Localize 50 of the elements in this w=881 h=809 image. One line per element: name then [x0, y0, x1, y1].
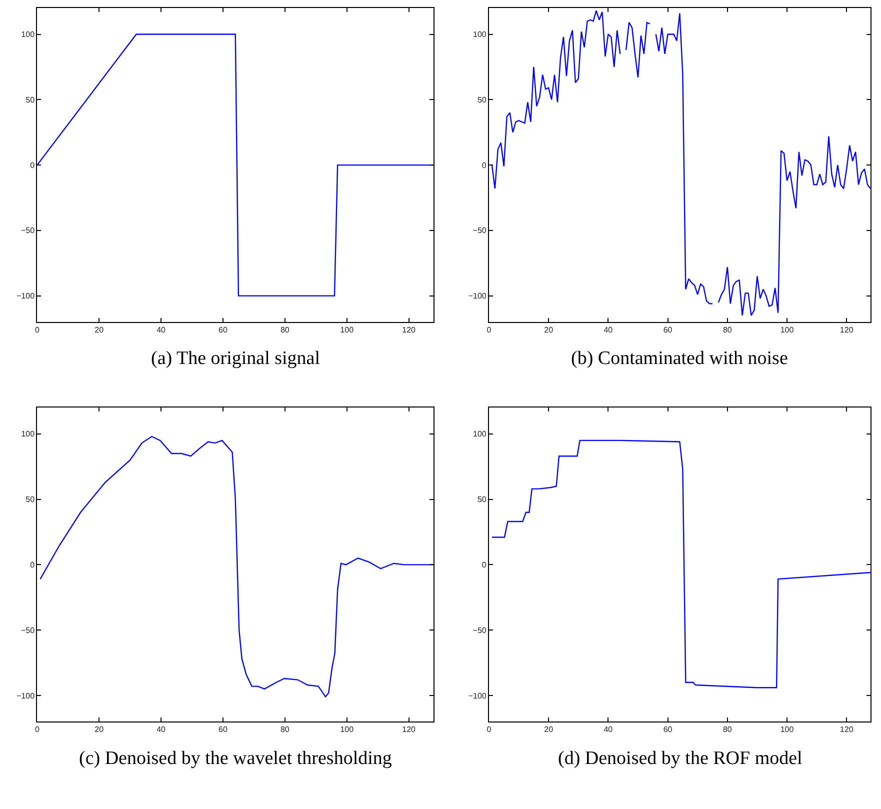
text: (d) Denoised by the ROF model: [558, 748, 802, 769]
x-tick-label: 120: [402, 326, 416, 335]
y-tick-label: −50: [472, 226, 487, 236]
y-tick-label: −50: [20, 626, 36, 635]
x-tick-label: 40: [604, 326, 614, 335]
y-tick-label: 0: [482, 560, 487, 570]
x-tick-label: 20: [544, 725, 554, 734]
y-tick-label: −50: [472, 626, 487, 635]
y-tick-label: 100: [473, 30, 487, 40]
line-series: [40, 436, 434, 698]
x-tick-label: 100: [340, 326, 354, 335]
y-tick-label: −50: [20, 226, 36, 236]
x-tick-label: 120: [840, 326, 854, 335]
x-tick-label: 100: [780, 725, 794, 734]
x-tick-label: 20: [94, 725, 104, 734]
y-tick-label: 100: [21, 430, 36, 439]
x-tick-label: 80: [280, 725, 290, 734]
x-tick-label: 60: [218, 326, 228, 335]
x-tick-label: 120: [402, 725, 416, 734]
text: (a) The original signal: [151, 348, 320, 369]
y-tick-label: 50: [477, 95, 487, 104]
y-tick-label: 100: [473, 430, 487, 439]
y-tick-label: −100: [16, 292, 36, 301]
x-tick-label: 40: [156, 326, 166, 335]
x-tick-label: 20: [544, 326, 554, 335]
y-tick-label: 0: [30, 560, 36, 570]
x-tick-label: 120: [840, 725, 854, 734]
y-tick-label: −100: [468, 292, 487, 301]
y-tick-label: 50: [26, 95, 36, 104]
text: (c) Denoised by the wavelet thresholding: [79, 748, 392, 769]
x-tick-label: 20: [94, 326, 104, 335]
x-tick-label: 40: [156, 725, 166, 734]
x-tick-label: 60: [663, 725, 673, 734]
y-tick-label: 0: [482, 160, 487, 170]
x-tick-label: 100: [340, 725, 354, 734]
y-tick-label: −100: [16, 691, 36, 700]
x-tick-label: 100: [780, 326, 794, 335]
x-tick-label: 80: [280, 326, 290, 335]
y-tick-label: 50: [477, 495, 487, 504]
x-tick-label: 80: [722, 725, 732, 734]
y-tick-label: 0: [30, 160, 36, 170]
y-tick-label: 100: [21, 30, 36, 40]
y-tick-label: 50: [26, 495, 36, 504]
text: (b) Contaminated with noise: [571, 348, 788, 369]
x-tick-label: 80: [722, 326, 732, 335]
y-tick-label: −100: [468, 691, 487, 700]
x-tick-label: 40: [604, 725, 614, 734]
line-series: [491, 440, 870, 688]
x-tick-label: 60: [218, 725, 228, 734]
x-tick-label: 60: [663, 326, 673, 335]
